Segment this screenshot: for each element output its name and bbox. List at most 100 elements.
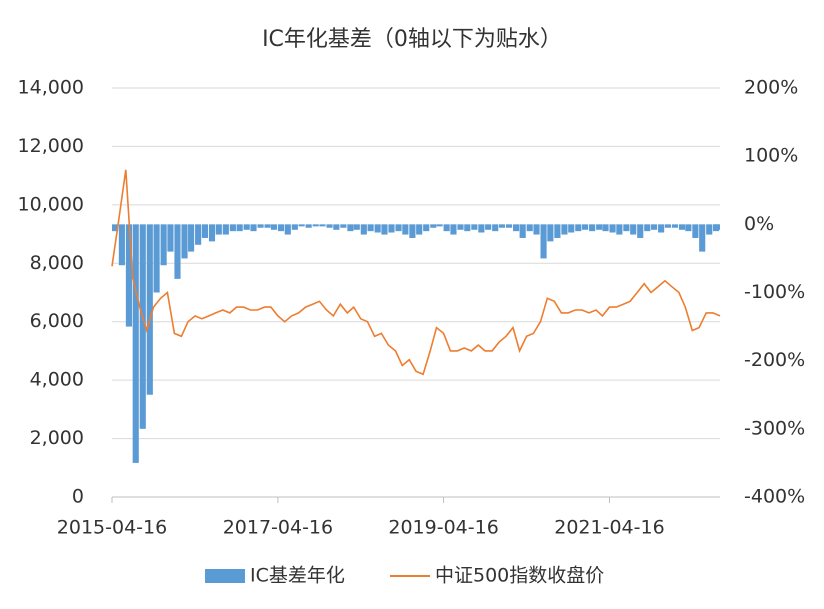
bar (478, 224, 485, 233)
bar (416, 224, 423, 235)
bar (319, 224, 326, 227)
bar (270, 224, 278, 230)
bar (388, 224, 395, 233)
bar (402, 224, 409, 235)
bar (485, 224, 492, 230)
bar (167, 224, 174, 252)
y2-tick-label: -300% (744, 417, 805, 439)
bar (436, 224, 443, 227)
bar (623, 224, 630, 232)
bar (353, 224, 360, 230)
y2-tick-label: 200% (744, 77, 798, 99)
bar (229, 224, 236, 232)
bar (602, 224, 609, 232)
bar (471, 224, 478, 230)
bar (188, 224, 195, 252)
bar (347, 224, 354, 232)
bar (513, 224, 520, 232)
bar (291, 224, 298, 230)
bar (644, 224, 651, 232)
bar (132, 224, 139, 463)
bar (492, 224, 499, 232)
bar (713, 224, 720, 230)
bar (409, 224, 416, 238)
x-tick-label: 2021-04-16 (554, 517, 664, 539)
bar (195, 224, 202, 245)
bar (561, 224, 568, 235)
bar (112, 224, 119, 232)
bar (257, 224, 264, 228)
y-tick-label: 14,000 (18, 77, 84, 99)
bar (243, 224, 250, 230)
bar (637, 224, 644, 238)
bar (450, 224, 457, 235)
bar (153, 224, 160, 293)
bar (699, 224, 706, 252)
bar (367, 224, 374, 232)
bar (464, 224, 471, 232)
bar (651, 224, 658, 230)
y-tick-label: 6,000 (30, 310, 84, 332)
bar (374, 224, 381, 233)
y2-tick-label: -400% (744, 486, 805, 508)
legend-swatch (205, 569, 245, 583)
bar (685, 224, 692, 232)
bar (533, 224, 540, 235)
bar (664, 224, 671, 228)
bar (160, 224, 167, 266)
bar (671, 224, 679, 228)
bar (326, 224, 333, 228)
bar (582, 224, 589, 230)
bar (554, 224, 561, 238)
bar (678, 224, 686, 230)
bar (264, 224, 271, 228)
legend-label: 中证500指数收盘价 (435, 565, 604, 587)
bar (658, 224, 665, 233)
bar (589, 224, 596, 232)
bar (208, 224, 216, 242)
bar (568, 224, 575, 233)
bar (125, 224, 132, 327)
bar (706, 224, 713, 235)
bar (519, 224, 526, 238)
bar (333, 224, 340, 230)
y2-tick-label: 0% (744, 213, 774, 235)
bar (340, 224, 347, 228)
bar (443, 224, 450, 232)
y2-tick-label: -200% (744, 349, 805, 371)
bar (616, 224, 623, 235)
bar (174, 224, 181, 279)
bar (118, 224, 125, 266)
bar (505, 224, 513, 228)
bar (222, 224, 229, 235)
chart-title: IC年化基差（0轴以下为贴水） (262, 27, 562, 52)
bar (547, 224, 554, 242)
x-tick-label: 2017-04-16 (223, 517, 333, 539)
legend-label: IC基差年化 (250, 565, 345, 587)
bar (284, 224, 291, 235)
bar (596, 224, 603, 230)
bar (146, 224, 153, 395)
bar (630, 224, 637, 235)
y2-tick-label: -100% (744, 281, 805, 303)
bar (236, 224, 243, 232)
bar (139, 224, 146, 429)
bar (201, 224, 209, 238)
bar (305, 224, 312, 228)
bar (250, 224, 257, 232)
bar (575, 224, 582, 232)
bar (312, 224, 319, 227)
bar (277, 224, 285, 232)
bar (609, 224, 616, 233)
bar (498, 224, 506, 228)
bar (381, 224, 388, 235)
y-tick-label: 4,000 (30, 369, 84, 391)
bar (457, 224, 464, 230)
y-tick-label: 2,000 (30, 427, 84, 449)
y-tick-label: 8,000 (30, 252, 84, 274)
bar (298, 224, 305, 227)
y-tick-label: 0 (72, 486, 84, 508)
x-tick-label: 2019-04-16 (388, 517, 498, 539)
bar (215, 224, 222, 235)
